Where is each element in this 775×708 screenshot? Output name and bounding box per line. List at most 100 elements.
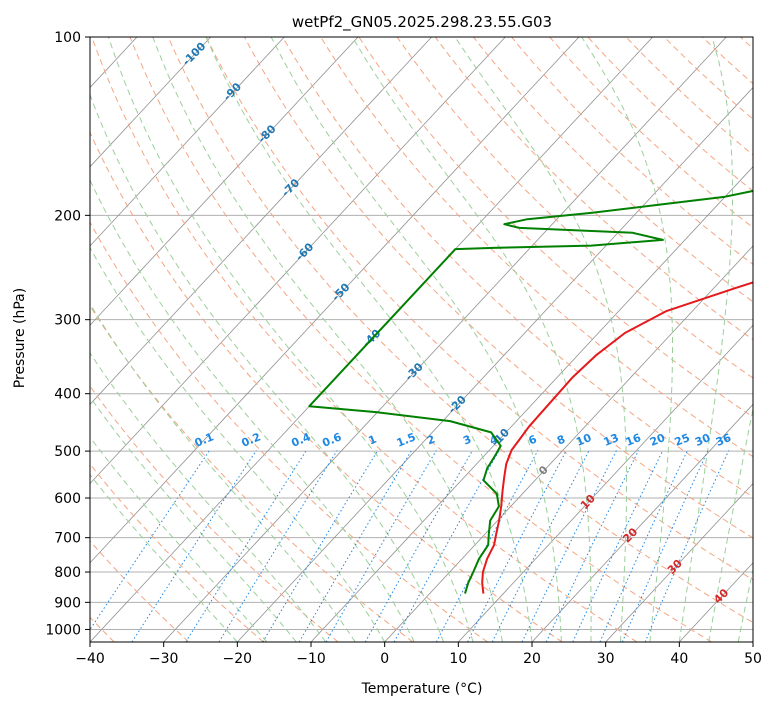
mixing-ratio-line — [467, 450, 567, 642]
dry-adiabat-line — [663, 37, 753, 120]
dry-adiabat-line — [587, 37, 753, 192]
dry-adiabat-line — [282, 37, 753, 498]
mixing-ratio-line — [185, 450, 307, 642]
dry-adiabat-line — [205, 37, 753, 581]
isotherm-line — [90, 37, 506, 485]
moist-adiabat-line — [90, 246, 386, 642]
mixing-ratio-line — [545, 450, 640, 642]
mixing-ratio-line — [364, 450, 473, 642]
isotherm-line — [310, 166, 753, 642]
y-tick-label: 200 — [54, 208, 81, 224]
mixing-ratio-label: 6 — [527, 432, 539, 447]
y-tick-label: 900 — [54, 595, 81, 611]
plot-area: 0.1 0.2 0.4 0.6 1 1.5 2 3 4 6 8 10 13 16 20 25 30 36-100-… — [0, 37, 753, 642]
mixing-ratio-line — [644, 450, 730, 642]
dry-adiabat-line — [90, 540, 190, 642]
mixing-ratio-line — [393, 450, 500, 642]
dry-adiabat-line — [129, 37, 712, 642]
chart-title: wetPf2_GN05.2025.298.23.55.G03 — [292, 13, 552, 32]
isotherm-line — [384, 245, 753, 642]
mixing-ratio-label: 20 — [648, 431, 667, 449]
moist-adiabat-line — [90, 396, 297, 642]
isotherm-line — [0, 37, 63, 642]
x-tick-label: 50 — [744, 651, 762, 667]
mixing-ratio-line — [621, 450, 709, 642]
mixing-ratio-label: 1 — [367, 433, 379, 448]
mixing-ratio-label: 13 — [602, 431, 621, 449]
mixing-ratio-line — [435, 450, 539, 642]
moist-adiabat-line — [678, 37, 733, 642]
mixing-ratio-line — [298, 450, 412, 642]
moist-adiabat-line — [90, 178, 415, 642]
mixing-ratio-line — [572, 450, 664, 642]
mixing-ratio-label: 30 — [693, 431, 712, 449]
isotherm-line — [237, 86, 753, 642]
isotherm-line — [605, 482, 753, 642]
y-tick-label: 1000 — [45, 622, 81, 638]
x-tick-label: 20 — [523, 651, 541, 667]
plot-frame — [89, 36, 754, 643]
dry-adiabat-line — [358, 37, 753, 418]
mixing-ratio-label: 2 — [425, 433, 437, 448]
mixing-ratio-line — [491, 450, 590, 642]
dewpoint-profile-line — [308, 189, 753, 594]
y-axis-label: Pressure (hPa) — [12, 288, 28, 388]
isotherm-line — [752, 641, 753, 642]
mixing-ratio-label: 3 — [461, 433, 473, 448]
x-tick-label: −10 — [296, 651, 326, 667]
moist-adiabat-line — [454, 37, 627, 642]
dry-adiabat-line — [91, 37, 638, 642]
moist-adiabat-line — [90, 93, 445, 642]
y-tick-label: 300 — [54, 313, 81, 329]
dry-adiabat-line — [90, 131, 563, 642]
mixing-ratio-label: 0.6 — [320, 430, 343, 449]
dry-adiabat-line — [90, 304, 414, 642]
mixing-ratio-line — [262, 450, 379, 642]
x-tick-label: −20 — [223, 651, 253, 667]
y-tick-label: 500 — [54, 444, 81, 460]
temperature-profile-line — [481, 281, 753, 594]
moist-adiabat-line — [152, 37, 503, 642]
mixing-ratio-label: 16 — [624, 431, 643, 449]
mixing-ratio-line — [599, 450, 688, 642]
y-tick-label: 100 — [54, 30, 81, 46]
mixing-ratio-label: 10 — [574, 431, 593, 449]
moist-adiabat-line — [737, 567, 753, 642]
x-tick-label: 40 — [670, 651, 688, 667]
dry-adiabat-line — [320, 37, 753, 458]
x-tick-label: −40 — [75, 651, 105, 667]
mixing-ratio-label: 1.5 — [395, 430, 418, 449]
moist-adiabat-line — [90, 352, 327, 642]
isotherm-line — [90, 37, 285, 247]
isotherm-line — [163, 37, 727, 642]
mixing-ratio-line — [218, 450, 338, 642]
dry-adiabat-line — [549, 37, 753, 229]
x-tick-label: 10 — [449, 651, 467, 667]
isotherm-line — [679, 562, 753, 642]
isotherm-line — [90, 37, 359, 326]
dry-adiabat-line — [473, 37, 753, 303]
x-axis-label: Temperature (°C) — [361, 681, 483, 697]
isotherm-line — [90, 37, 211, 168]
moist-adiabat-line — [90, 436, 268, 642]
moist-adiabat-line — [107, 37, 474, 642]
moist-adiabat-line — [581, 37, 673, 642]
moist-adiabat-line — [90, 473, 238, 642]
dry-adiabat-line — [511, 37, 753, 266]
y-tick-label: 700 — [54, 531, 81, 547]
dry-adiabat-line — [740, 37, 753, 50]
moist-adiabat-line — [205, 37, 533, 642]
x-tick-label: 0 — [380, 651, 389, 667]
dry-adiabat-line — [396, 37, 753, 379]
x-tick-label: 30 — [597, 651, 615, 667]
dry-adiabat-line — [90, 385, 339, 642]
mixing-ratio-label: 25 — [673, 431, 692, 449]
dry-adiabat-line — [625, 37, 753, 156]
y-tick-label: 800 — [54, 565, 81, 581]
moist-adiabat-line — [270, 37, 562, 642]
moist-adiabat-line — [708, 406, 753, 642]
mixing-ratio-label: 0.4 — [290, 430, 313, 449]
mixing-ratio-line — [131, 450, 257, 642]
y-tick-label: 400 — [54, 387, 81, 403]
